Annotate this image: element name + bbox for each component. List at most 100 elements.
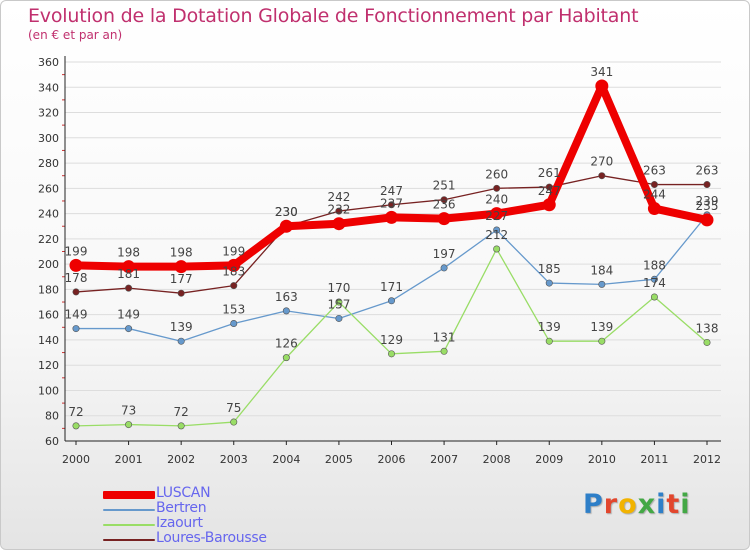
data-label-luscan: 244 [643,188,666,202]
data-label-izaourt: 139 [538,320,561,334]
data-label-izaourt: 131 [433,330,456,344]
data-label-loures-barousse: 251 [433,179,456,193]
data-point-izaourt [335,298,343,306]
data-label-bertren: 149 [65,308,88,322]
y-tick-label: 260 [38,182,59,195]
legend-swatch [103,524,155,526]
data-point-luscan [700,213,714,227]
chart-subtitle: (en € et par an) [28,28,123,42]
data-label-izaourt: 73 [121,404,136,418]
y-tick-label: 240 [38,208,59,221]
data-point-luscan [542,198,556,212]
y-tick-label: 200 [38,258,59,271]
data-label-loures-barousse: 177 [170,272,193,286]
y-tick-label: 100 [38,384,59,397]
data-label-luscan: 247 [538,184,561,198]
data-point-luscan [490,207,504,221]
data-label-loures-barousse: 183 [222,265,245,279]
x-tick-label: 2010 [588,453,616,466]
logo-letter: o [618,489,638,520]
data-label-bertren: 163 [275,290,298,304]
legend-label: Izaourt [156,515,203,531]
data-point-luscan [437,212,451,226]
x-tick-label: 2000 [62,453,90,466]
data-point-loures-barousse [335,207,343,215]
y-tick-label: 120 [38,359,59,372]
data-label-luscan: 230 [275,205,298,219]
data-point-izaourt [177,422,185,430]
y-tick-label: 320 [38,107,59,120]
data-label-luscan: 240 [485,193,508,207]
data-label-bertren: 239 [696,194,719,208]
data-point-izaourt [650,293,658,301]
legend-swatch [103,539,155,541]
data-label-loures-barousse: 263 [696,164,719,178]
data-label-loures-barousse: 230 [275,205,298,219]
data-point-luscan [227,258,241,272]
y-tick-label: 220 [38,233,59,246]
data-point-luscan [647,202,661,216]
y-tick-label: 300 [38,132,59,145]
x-tick-label: 2001 [115,453,143,466]
data-label-loures-barousse: 260 [485,167,508,181]
data-label-izaourt: 212 [485,228,508,242]
data-label-luscan: 232 [327,203,350,217]
data-label-izaourt: 126 [275,337,298,351]
data-label-izaourt: 72 [174,405,189,419]
data-point-loures-barousse [440,196,448,204]
data-label-bertren: 171 [380,280,403,294]
data-label-luscan: 237 [380,196,403,210]
data-point-izaourt [598,337,606,345]
y-tick-label: 180 [38,283,59,296]
data-label-loures-barousse: 261 [538,166,561,180]
data-label-bertren: 197 [433,247,456,261]
data-label-bertren: 157 [327,297,350,311]
legend-swatch [103,509,155,511]
legend-label: LUSCAN [156,485,211,501]
data-point-loures-barousse [72,288,80,296]
x-tick-label: 2003 [220,453,248,466]
data-label-loures-barousse: 270 [590,155,613,169]
data-point-izaourt [282,354,290,362]
data-point-bertren [335,314,343,322]
x-tick-label: 2011 [640,453,668,466]
x-tick-label: 2007 [430,453,458,466]
data-point-bertren [230,320,238,328]
data-label-luscan: 198 [117,246,140,260]
data-label-izaourt: 138 [696,321,719,335]
logo-letter: i [680,489,691,520]
data-label-loures-barousse: 181 [117,267,140,281]
data-point-bertren [493,226,501,234]
data-point-loures-barousse [387,201,395,209]
chart-title: Evolution de la Dotation Globale de Fonc… [28,5,639,27]
data-point-izaourt [125,421,133,429]
data-label-layer: 178 181 177 183 230 242 247 251 260 261 270 263 263 1… [65,65,719,419]
data-label-luscan: 199 [65,244,88,258]
data-point-luscan [174,260,188,274]
data-point-loures-barousse [493,184,501,192]
data-label-loures-barousse: 242 [327,190,350,204]
logo-letter: r [603,489,619,520]
data-point-bertren [125,325,133,333]
data-label-bertren: 153 [222,303,245,317]
data-point-izaourt [72,422,80,430]
data-point-bertren [545,279,553,287]
data-point-bertren [72,325,80,333]
data-label-luscan: 235 [696,199,719,213]
data-label-izaourt: 75 [226,401,241,415]
data-point-loures-barousse [125,284,133,292]
x-tick-label: 2006 [378,453,406,466]
data-point-bertren [177,337,185,345]
data-point-loures-barousse [598,172,606,180]
data-point-loures-barousse [650,181,658,189]
logo-letter: P [583,489,604,520]
data-label-izaourt: 170 [327,281,350,295]
data-label-loures-barousse: 263 [643,164,666,178]
y-tick-label: 80 [45,410,59,423]
data-label-luscan: 341 [590,65,613,79]
data-point-luscan [595,79,609,93]
data-point-loures-barousse [703,181,711,189]
data-label-izaourt: 129 [380,333,403,347]
x-tick-label: 2009 [535,453,563,466]
